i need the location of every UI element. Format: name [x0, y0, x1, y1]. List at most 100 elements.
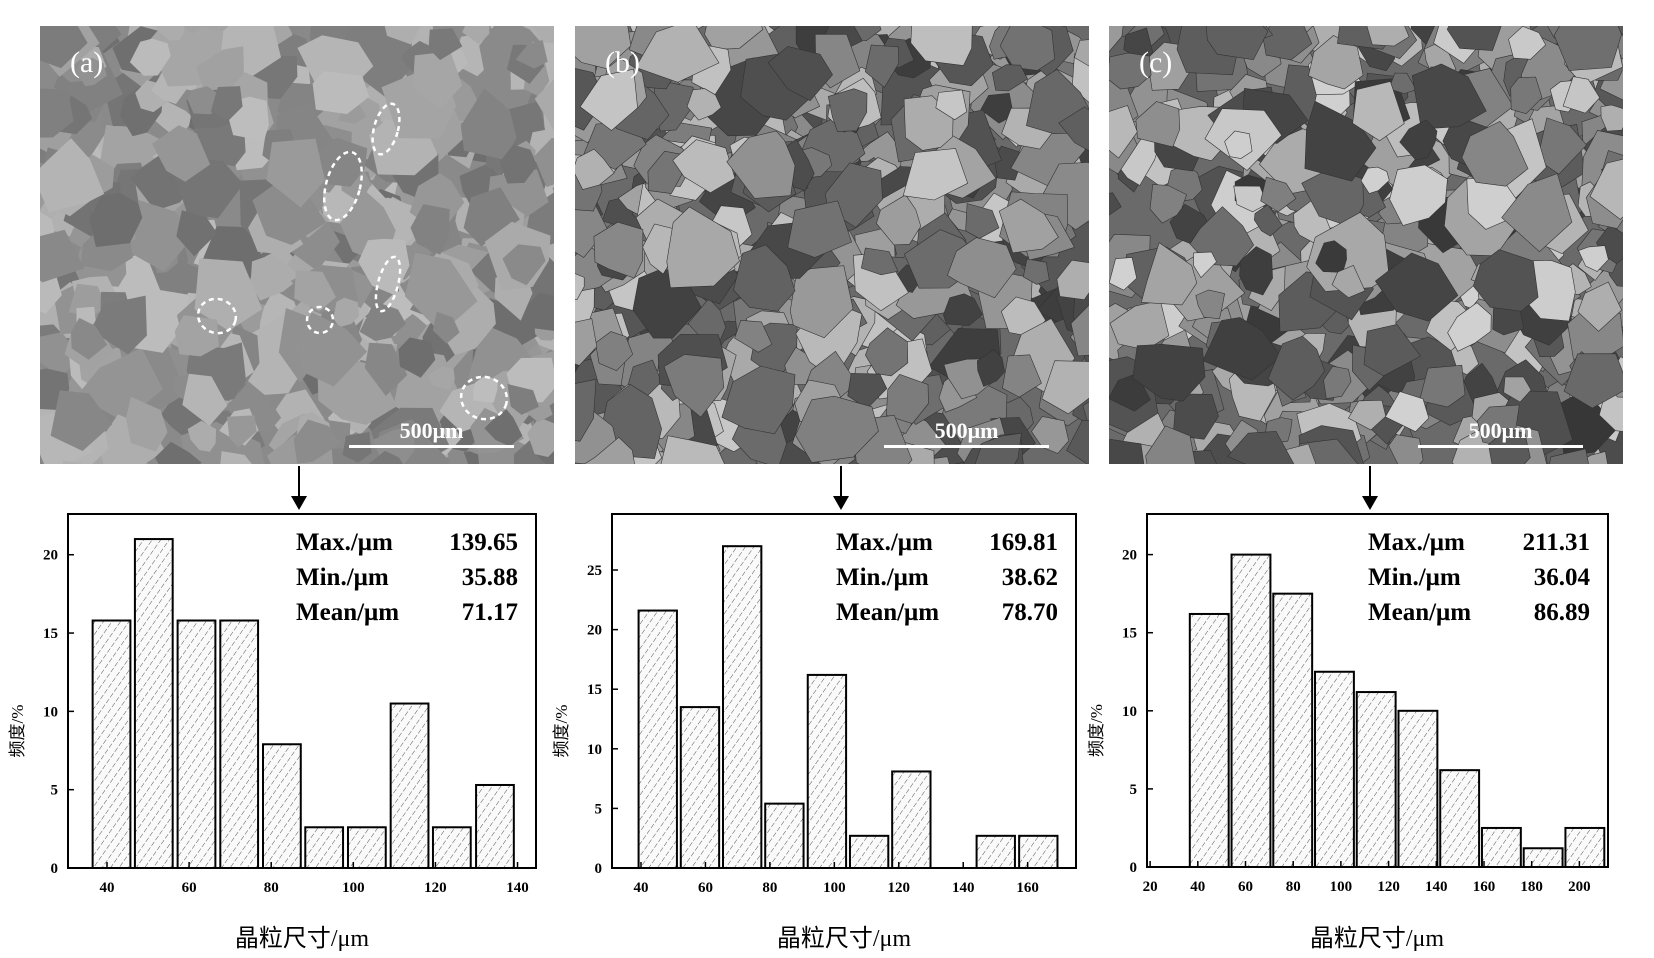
- grain: [943, 293, 983, 326]
- x-tick-label: 120: [424, 880, 447, 896]
- grain: [734, 319, 773, 353]
- grain: [991, 64, 1028, 92]
- x-tick-label: 100: [342, 880, 365, 896]
- stat-label: Mean/μm: [1368, 599, 1471, 626]
- grain: [50, 390, 113, 451]
- grain: [499, 144, 538, 184]
- grain: [1239, 246, 1273, 296]
- grain: [965, 203, 1000, 239]
- pore-highlight-ellipse: [305, 305, 335, 335]
- grain: [181, 26, 203, 34]
- grain: [515, 40, 548, 69]
- grain: [1227, 431, 1295, 464]
- grain: [187, 420, 217, 452]
- grain: [1189, 206, 1255, 267]
- stat-label: Min./μm: [836, 564, 929, 591]
- grain: [68, 283, 107, 316]
- grain: [1388, 72, 1417, 94]
- grain: [860, 247, 899, 276]
- histogram-bar: [475, 783, 515, 869]
- grain: [1224, 130, 1253, 159]
- x-tick-label: 60: [698, 880, 713, 896]
- x-tick-label: 20: [1143, 879, 1158, 895]
- y-tick-label: 10: [587, 742, 602, 758]
- plot-frame: [1146, 513, 1609, 868]
- grain: [1109, 26, 1124, 52]
- x-tick-label: 160: [1016, 880, 1039, 896]
- x-tick-label: 140: [952, 880, 975, 896]
- grain: [1260, 176, 1297, 213]
- grain: [1066, 419, 1089, 464]
- grain: [174, 315, 219, 357]
- stat-value: 211.31: [1523, 529, 1590, 556]
- y-tick-label: 10: [43, 704, 58, 720]
- grain: [1553, 26, 1622, 71]
- x-tick-label: 100: [823, 880, 846, 896]
- grain: [484, 409, 523, 447]
- grain: [1549, 448, 1589, 464]
- scale-bar-c: [1418, 445, 1583, 448]
- grain: [1253, 204, 1283, 237]
- x-tick-label: 40: [634, 880, 649, 896]
- plot-frame: [67, 513, 537, 869]
- y-tick-label: 5: [51, 783, 59, 799]
- histogram-bar: [389, 702, 430, 869]
- stat-label: Max./μm: [1368, 529, 1465, 556]
- grain: [364, 342, 408, 396]
- stat-value: 38.62: [1002, 564, 1058, 591]
- y-tick-label: 5: [1130, 782, 1138, 798]
- grain: [410, 204, 450, 255]
- pore-highlight-ellipse: [459, 375, 509, 421]
- y-axis-label: 频度/%: [1087, 704, 1106, 757]
- grain: [398, 337, 436, 378]
- grain: [40, 26, 88, 69]
- histogram-b: 40 60 80 100 120 140 160 0 5 10 15 20 25 频度/% Max./μm 1…: [552, 513, 1077, 896]
- grain: [1389, 164, 1448, 226]
- y-tick-label: 25: [587, 563, 602, 579]
- histogram-bar: [431, 826, 472, 870]
- grain: [1202, 317, 1282, 381]
- x-tick-label: 80: [264, 880, 279, 896]
- grain: [1331, 265, 1366, 299]
- y-tick-label: 0: [1130, 860, 1138, 876]
- scale-bar-label-c: 500μm: [1468, 418, 1533, 443]
- x-tick-label: 100: [1330, 879, 1353, 895]
- micrograph-b-grains: [575, 26, 1089, 464]
- grain: [319, 138, 368, 187]
- grain: [187, 86, 219, 115]
- x-tick-label: 80: [762, 880, 777, 896]
- grain: [827, 88, 868, 132]
- grain: [1503, 376, 1532, 403]
- grain: [575, 378, 597, 442]
- grain: [976, 349, 1006, 387]
- grain: [579, 68, 638, 131]
- histogram-bar: [637, 609, 678, 870]
- micrograph-c-grains: [1109, 26, 1623, 464]
- grain: [1031, 416, 1070, 454]
- grain: [593, 221, 644, 279]
- grain: [1002, 354, 1042, 398]
- grain: [502, 244, 546, 286]
- histogram-bar: [219, 619, 260, 869]
- histogram-bar: [346, 826, 387, 870]
- grain: [865, 327, 909, 377]
- grain: [1205, 26, 1269, 61]
- grain: [413, 51, 463, 110]
- micrograph-c: (c) 500μm: [1109, 26, 1623, 464]
- grain: [520, 292, 554, 331]
- grain: [220, 451, 252, 464]
- grain: [575, 273, 585, 301]
- pore-highlight-ellipse: [196, 297, 238, 335]
- grain: [404, 252, 478, 334]
- pore-highlight-ellipse: [371, 102, 401, 156]
- grain: [1388, 434, 1424, 464]
- grain: [534, 79, 554, 131]
- grain: [1563, 353, 1623, 409]
- grain: [384, 26, 420, 45]
- grain: [733, 244, 796, 312]
- histogram-bar: [133, 538, 174, 869]
- grain: [266, 138, 325, 208]
- grain: [293, 419, 341, 464]
- scale-bar-label-b: 500μm: [934, 418, 999, 443]
- grain: [152, 125, 211, 182]
